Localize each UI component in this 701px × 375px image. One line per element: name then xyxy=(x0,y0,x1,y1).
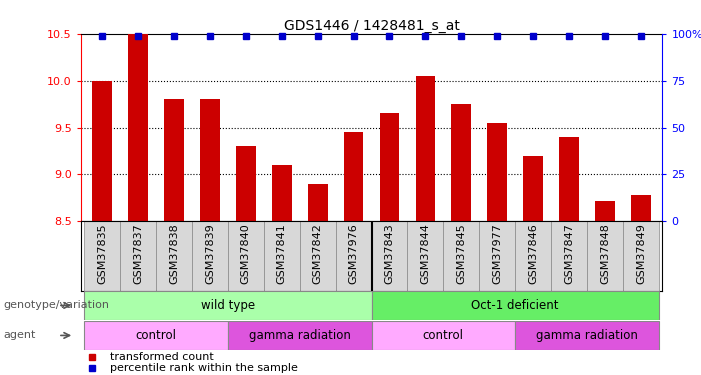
Text: transformed count: transformed count xyxy=(109,352,214,362)
Text: control: control xyxy=(423,329,464,342)
Bar xyxy=(372,221,407,291)
Bar xyxy=(372,291,659,320)
Text: gamma radiation: gamma radiation xyxy=(536,329,638,342)
Bar xyxy=(515,321,659,350)
Bar xyxy=(336,221,372,291)
Text: GSM37840: GSM37840 xyxy=(241,224,251,284)
Bar xyxy=(416,76,435,221)
Bar xyxy=(156,221,192,291)
Bar xyxy=(372,321,515,350)
Text: GSM37835: GSM37835 xyxy=(97,224,107,284)
Bar xyxy=(84,291,372,320)
Bar xyxy=(451,104,471,221)
Bar xyxy=(84,221,120,291)
Text: GSM37843: GSM37843 xyxy=(384,224,395,284)
Text: control: control xyxy=(135,329,177,342)
Text: GSM37977: GSM37977 xyxy=(492,224,502,284)
Text: GSM37848: GSM37848 xyxy=(600,224,610,284)
Bar xyxy=(164,99,184,221)
Text: GSM37837: GSM37837 xyxy=(133,224,143,284)
Text: GSM37849: GSM37849 xyxy=(636,224,646,284)
Bar xyxy=(84,321,228,350)
Text: GSM37846: GSM37846 xyxy=(528,224,538,284)
Bar xyxy=(595,201,615,221)
Bar xyxy=(515,221,551,291)
Text: Oct-1 deficient: Oct-1 deficient xyxy=(472,299,559,312)
Bar xyxy=(587,221,623,291)
Text: wild type: wild type xyxy=(200,299,255,312)
Bar xyxy=(551,221,587,291)
Text: gamma radiation: gamma radiation xyxy=(249,329,350,342)
Bar xyxy=(559,137,579,221)
Text: GSM37845: GSM37845 xyxy=(456,224,466,284)
Bar xyxy=(93,81,112,221)
Title: GDS1446 / 1428481_s_at: GDS1446 / 1428481_s_at xyxy=(284,19,459,33)
Bar xyxy=(487,123,507,221)
Text: GSM37976: GSM37976 xyxy=(348,224,359,284)
Bar xyxy=(443,221,479,291)
Bar xyxy=(479,221,515,291)
Bar xyxy=(228,221,264,291)
Bar xyxy=(308,184,327,221)
Text: GSM37844: GSM37844 xyxy=(421,224,430,284)
Text: GSM37842: GSM37842 xyxy=(313,224,322,284)
Bar xyxy=(264,221,300,291)
Text: percentile rank within the sample: percentile rank within the sample xyxy=(109,363,298,374)
Bar xyxy=(523,156,543,221)
Text: GSM37841: GSM37841 xyxy=(277,224,287,284)
Bar xyxy=(300,221,336,291)
Bar xyxy=(228,321,372,350)
Bar xyxy=(407,221,443,291)
Bar xyxy=(192,221,228,291)
Bar xyxy=(623,221,659,291)
Bar xyxy=(128,0,148,221)
Text: agent: agent xyxy=(4,330,36,340)
Bar xyxy=(343,132,363,221)
Bar xyxy=(631,195,651,221)
Text: GSM37838: GSM37838 xyxy=(169,224,179,284)
Bar xyxy=(120,221,156,291)
Bar xyxy=(272,165,292,221)
Text: genotype/variation: genotype/variation xyxy=(4,300,109,310)
Bar xyxy=(200,99,220,221)
Text: GSM37839: GSM37839 xyxy=(205,224,215,284)
Text: GSM37847: GSM37847 xyxy=(564,224,574,284)
Bar xyxy=(380,113,400,221)
Bar xyxy=(236,146,256,221)
